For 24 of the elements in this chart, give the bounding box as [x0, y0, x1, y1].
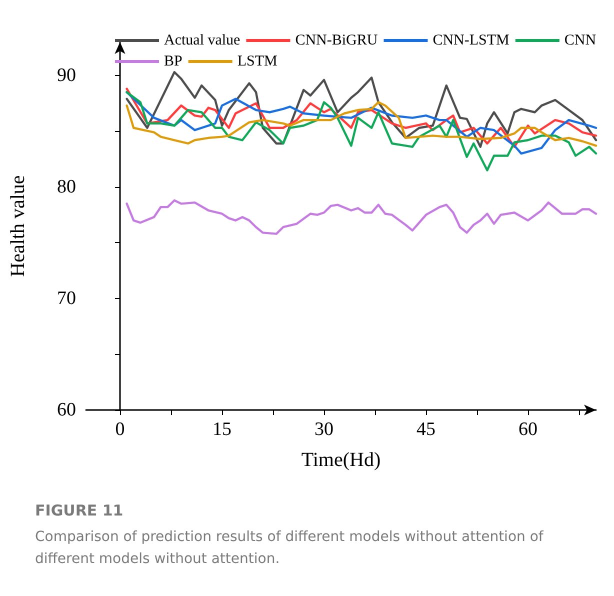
text: Comparison of prediction results of different models without attention of different models without attention.	[35, 529, 548, 567]
legend-label: BP	[164, 54, 182, 70]
x-tick-label: 60	[518, 419, 538, 440]
y-axis-title: Health value	[7, 175, 29, 277]
legend-label: LSTM	[237, 54, 278, 70]
x-tick-label: 30	[314, 419, 334, 440]
x-tick-label: 0	[115, 419, 125, 440]
y-tick-label: 70	[57, 288, 76, 309]
line-series	[126, 88, 598, 148]
y-tick-label: 60	[57, 400, 76, 420]
legend-label: CNN-LSTM	[432, 32, 510, 48]
y-tick-label: 80	[57, 176, 76, 198]
y-tick-label: 90	[57, 64, 76, 86]
line-series	[126, 91, 598, 172]
text: FIGURE 11	[35, 502, 124, 520]
x-tick-label: 45	[416, 419, 436, 440]
x-tick-label: 15	[212, 419, 232, 440]
line-series	[126, 101, 598, 147]
legend-label: CNN-BiGRU	[295, 32, 378, 48]
legend-label: Actual value	[164, 32, 241, 48]
x-axis-title: Time(Hd)	[301, 449, 381, 471]
line-series	[126, 71, 598, 148]
legend-label: CNN	[564, 32, 596, 48]
line-series	[126, 199, 598, 235]
